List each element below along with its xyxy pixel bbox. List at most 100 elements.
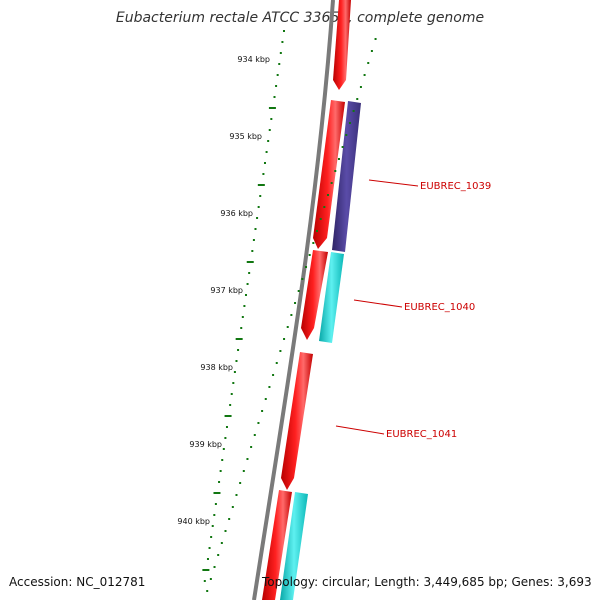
outer-track-dot — [363, 74, 366, 76]
outer-track-dot — [279, 350, 282, 352]
ruler-tick — [256, 217, 259, 219]
ruler-tick — [265, 151, 268, 153]
leader-line — [353, 299, 403, 308]
outer-track-dot — [341, 146, 344, 148]
ruler-tick — [222, 448, 225, 450]
ruler-tick — [211, 525, 214, 527]
ruler-label-939: 939 kbp — [189, 440, 222, 449]
leader-line — [335, 425, 385, 435]
outer-track-dot — [374, 38, 377, 40]
outer-track-dot — [206, 590, 209, 592]
outer-track-dot — [290, 314, 293, 316]
ruler-tick — [254, 228, 257, 230]
ruler-tick — [246, 261, 254, 263]
outer-track-dot — [359, 86, 362, 88]
leader-line — [368, 179, 419, 187]
gene-arrow[interactable] — [262, 490, 292, 600]
ruler-tick — [257, 206, 260, 208]
outer-track-dot — [294, 302, 297, 304]
ruler-tick — [203, 580, 206, 582]
ruler-label-936: 936 kbp — [220, 209, 253, 218]
outer-track-dot — [305, 266, 308, 268]
outer-track-dot — [217, 554, 220, 556]
ruler-tick — [230, 393, 233, 395]
outer-track-dot — [213, 566, 216, 568]
outer-track-dot — [228, 518, 231, 520]
outer-track-dot — [297, 290, 300, 292]
outer-track-dot — [224, 530, 227, 532]
ruler-tick — [268, 107, 276, 109]
ruler-tick — [229, 404, 232, 406]
outer-track-dot — [345, 134, 348, 136]
ruler-tick — [208, 547, 211, 549]
gene-arrow[interactable] — [333, 0, 351, 90]
outer-track-dot — [261, 410, 264, 412]
ruler-tick — [252, 239, 255, 241]
ruler-tick — [213, 514, 216, 516]
outer-track-dot — [308, 254, 311, 256]
outer-track-dot — [264, 398, 267, 400]
gene-label-eubrec-1039[interactable]: EUBREC_1039 — [420, 181, 491, 192]
ruler-tick — [281, 41, 284, 43]
outer-track-dot — [272, 374, 275, 376]
outer-track-dot — [242, 470, 245, 472]
ruler-tick — [219, 470, 222, 472]
reverse-strand-genes[interactable] — [280, 101, 361, 600]
ruler-label-935: 935 kbp — [229, 132, 262, 141]
ruler-tick — [232, 382, 235, 384]
outer-track-dot — [235, 494, 238, 496]
ruler-tick — [210, 536, 213, 538]
ruler-label-937: 937 kbp — [210, 286, 243, 295]
ruler-tick — [218, 481, 221, 483]
outer-track-dot — [326, 194, 329, 196]
outer-track-dot — [316, 230, 318, 232]
gene-block-cyan[interactable] — [280, 492, 308, 600]
outer-track-dot — [257, 422, 260, 424]
ruler-tick — [251, 250, 254, 252]
outer-track-dot — [253, 434, 256, 436]
gene-arrow[interactable] — [313, 100, 345, 249]
ruler-tick — [276, 74, 279, 76]
gene-label-lines — [335, 179, 419, 435]
ruler-tick — [243, 305, 246, 307]
gene-block-purple[interactable] — [332, 101, 361, 252]
outer-track-dot — [239, 482, 242, 484]
outer-track-dot — [268, 386, 271, 388]
ruler-tick — [237, 349, 240, 351]
forward-strand-genes[interactable] — [262, 0, 351, 600]
ruler-tick — [213, 492, 221, 494]
outer-track-dot — [356, 98, 359, 100]
gene-block-cyan[interactable] — [319, 252, 344, 343]
ruler-tick — [225, 426, 228, 428]
outer-track-dot — [323, 206, 326, 208]
ruler-label-934: 934 kbp — [237, 55, 270, 64]
ruler-tick — [206, 558, 209, 560]
ruler-tick — [235, 360, 238, 362]
ruler-tick — [262, 173, 265, 175]
ruler-tick — [275, 85, 278, 87]
outer-track-dot — [250, 446, 253, 448]
ruler-tick — [233, 371, 236, 373]
outer-track-dot — [334, 170, 337, 172]
ruler-tick — [224, 415, 232, 417]
gene-label-eubrec-1041[interactable]: EUBREC_1041 — [386, 429, 457, 440]
ruler-tick — [202, 569, 210, 571]
outer-track-dot — [209, 578, 212, 580]
ruler-labels: 934 kbp 935 kbp 936 kbp 937 kbp 938 kbp … — [177, 55, 270, 526]
outer-track-dot — [246, 458, 249, 460]
ruler-tick — [214, 503, 217, 505]
outer-track-dot — [231, 506, 234, 508]
outer-track-dot — [348, 122, 351, 124]
ruler-tick — [283, 30, 285, 32]
topology-text: Topology: circular; Length: 3,449,685 bp… — [262, 575, 592, 589]
gene-arrow[interactable] — [281, 352, 313, 490]
ruler-tick — [263, 162, 266, 164]
gene-label-eubrec-1040[interactable]: EUBREC_1040 — [404, 302, 475, 313]
ruler-tick — [241, 316, 244, 318]
gene-arrow[interactable] — [301, 250, 328, 340]
outer-track-dot — [275, 362, 278, 364]
outer-track-dot — [352, 110, 355, 112]
ruler-tick — [248, 272, 251, 274]
ruler-tick — [259, 195, 262, 197]
